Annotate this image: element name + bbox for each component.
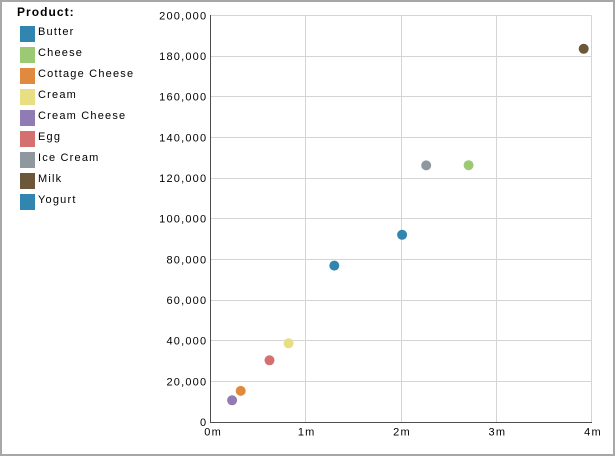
svg-text:2m: 2m	[393, 426, 411, 438]
svg-text:200,000: 200,000	[159, 10, 207, 22]
svg-text:100,000: 100,000	[159, 214, 207, 226]
svg-text:140,000: 140,000	[159, 132, 207, 144]
svg-text:4m: 4m	[584, 426, 602, 438]
svg-text:20,000: 20,000	[166, 376, 207, 388]
svg-text:0: 0	[200, 417, 207, 429]
svg-text:40,000: 40,000	[166, 336, 207, 348]
svg-text:0m: 0m	[204, 426, 222, 438]
svg-text:3m: 3m	[489, 426, 507, 438]
svg-text:1m: 1m	[298, 426, 316, 438]
svg-text:120,000: 120,000	[159, 173, 207, 185]
svg-text:160,000: 160,000	[159, 92, 207, 104]
svg-text:80,000: 80,000	[166, 254, 207, 266]
svg-text:180,000: 180,000	[159, 51, 207, 63]
svg-text:60,000: 60,000	[166, 295, 207, 307]
